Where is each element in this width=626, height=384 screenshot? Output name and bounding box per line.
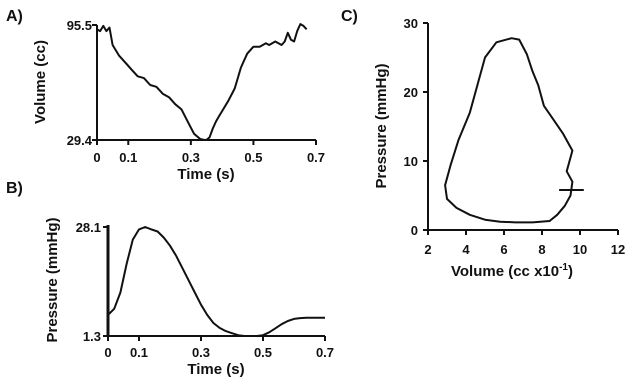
x-tick-label: 10 bbox=[573, 242, 587, 257]
x-tick-label: 0.5 bbox=[254, 345, 272, 360]
chart-panel-1: A) 0 0.1 0.3 0.5 0.7 29.4 95.5 Time (s) Volume (c… bbox=[6, 8, 325, 183]
y-tick-label: 28.1 bbox=[76, 220, 101, 235]
y-tick-label: 10 bbox=[404, 154, 418, 169]
y-tick-label: 1.3 bbox=[83, 329, 101, 344]
x-tick-label: 0.7 bbox=[316, 345, 334, 360]
chart-panel-3: C) 2 4 6 8 10 12 0 10 20 30 Volume (cc x10-1) Pressu… bbox=[341, 8, 625, 280]
x-tick-label: 0.1 bbox=[130, 345, 148, 360]
panel-label: C) bbox=[341, 8, 358, 25]
x-tick-label: 4 bbox=[462, 242, 470, 257]
x-tick-label: 0.7 bbox=[307, 150, 325, 165]
y-tick-label: 29.4 bbox=[67, 133, 93, 148]
x-tick-label: 0.3 bbox=[192, 345, 210, 360]
y-axis-label: Volume (cc) bbox=[32, 40, 49, 124]
x-tick-label: 0 bbox=[93, 150, 100, 165]
y-tick-label: 0 bbox=[411, 223, 418, 238]
x-tick-label: 6 bbox=[500, 242, 507, 257]
x-axis-label: Volume (cc x10-1) bbox=[451, 262, 573, 280]
y-tick-label: 95.5 bbox=[67, 18, 92, 33]
y-tick-label: 30 bbox=[404, 16, 418, 31]
data-series-line bbox=[96, 23, 308, 141]
panel-label: B) bbox=[6, 180, 23, 197]
x-tick-label: 2 bbox=[424, 242, 431, 257]
x-tick-label: 0 bbox=[104, 345, 111, 360]
panel-label: A) bbox=[6, 8, 23, 25]
y-axis-label: Pressure (mmHg) bbox=[373, 63, 390, 188]
data-series-line bbox=[107, 226, 325, 337]
data-series-line bbox=[444, 37, 574, 224]
x-tick-label: 12 bbox=[611, 242, 625, 257]
y-axis-label: Pressure (mmHg) bbox=[44, 217, 61, 342]
x-tick-label: 0.3 bbox=[182, 150, 200, 165]
x-tick-label: 8 bbox=[538, 242, 545, 257]
x-tick-label: 0.1 bbox=[119, 150, 137, 165]
x-axis-label: Time (s) bbox=[177, 166, 234, 183]
x-axis-label: Time (s) bbox=[187, 361, 244, 378]
x-tick-label: 0.5 bbox=[244, 150, 262, 165]
chart-panel-2: B) 0 0.1 0.3 0.5 0.7 1.3 28.1 Time (s) Pressure (… bbox=[6, 180, 334, 378]
y-tick-label: 20 bbox=[404, 85, 418, 100]
